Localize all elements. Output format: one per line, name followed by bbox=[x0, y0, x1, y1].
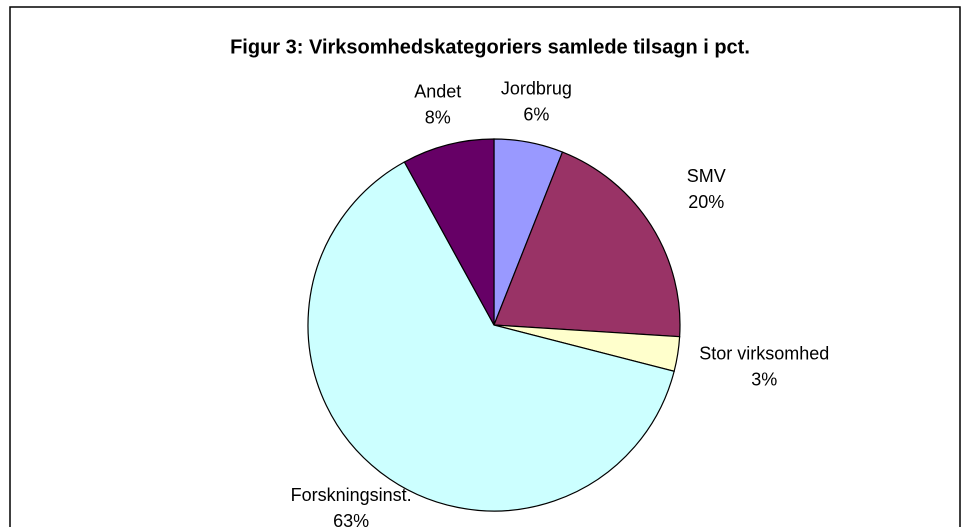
slice-label: Andet bbox=[414, 82, 461, 102]
slice-label: Stor virksomhed bbox=[699, 344, 829, 364]
slice-label: SMV bbox=[687, 166, 726, 186]
pie-slice bbox=[493, 151, 681, 338]
slice-label: Forskningsinst. bbox=[291, 485, 412, 505]
slice-value-label: 6% bbox=[523, 105, 549, 125]
slice-value-label: 63% bbox=[333, 511, 369, 527]
pie-slice bbox=[307, 161, 675, 512]
chart-title: Figur 3: Virksomhedskategoriers samlede … bbox=[230, 36, 750, 58]
pie-slice bbox=[403, 138, 495, 326]
slice-value-label: 8% bbox=[425, 108, 451, 128]
slice-value-label: 3% bbox=[751, 370, 777, 390]
slice-label: Jordbrug bbox=[501, 79, 572, 99]
slice-value-label: 20% bbox=[688, 192, 724, 212]
